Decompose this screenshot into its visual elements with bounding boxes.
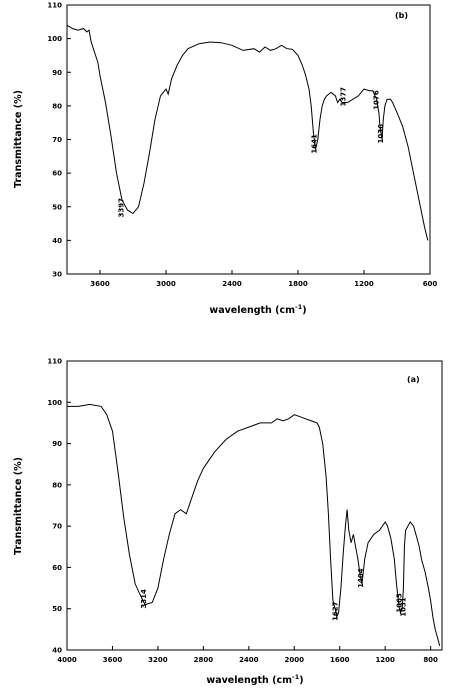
peak-label: 1627 <box>332 601 340 621</box>
x-axis-label-exponent: -1 <box>295 303 303 311</box>
x-axis-label-exponent: -1 <box>292 673 300 681</box>
y-tick-label: 70 <box>52 136 62 144</box>
peak-label: 1031 <box>399 597 407 617</box>
peak-label: 1076 <box>373 90 381 110</box>
x-tick-label: 1200 <box>375 656 395 664</box>
panel-label: (a) <box>407 375 420 384</box>
y-tick-label: 110 <box>47 358 62 366</box>
y-axis-label: Transmittance (%) <box>13 457 24 555</box>
y-tick-label: 80 <box>52 102 62 110</box>
y-tick-label: 110 <box>47 2 62 10</box>
x-tick-label: 2800 <box>194 656 214 664</box>
plot-area-frame <box>66 4 431 275</box>
panel-label: (b) <box>395 11 408 20</box>
y-tick-label: 40 <box>52 237 62 245</box>
peak-label: 1641 <box>311 134 319 154</box>
x-axis-label-main: wavelength (cm <box>209 305 295 316</box>
y-tick-label: 100 <box>47 399 62 407</box>
peak-label: 1036 <box>377 124 385 144</box>
x-tick-label: 2400 <box>239 656 259 664</box>
chart-panel-a: 4000 3600 3200 2800 2400 2000 1600 1200 800 40 50… <box>13 358 443 686</box>
y-tick-label: 100 <box>47 35 62 43</box>
spectrum-line <box>67 403 441 647</box>
x-tick-label: 2400 <box>222 280 242 288</box>
x-tick-label: 2000 <box>285 656 305 664</box>
x-axis-label-close: ) <box>299 675 303 686</box>
x-tick-label: 800 <box>423 656 438 664</box>
x-tick-label: 1600 <box>330 656 350 664</box>
x-axis-ticks: 3600 3000 2400 1800 1200 600 <box>90 270 437 288</box>
chart-panel-b: 3600 3000 2400 1800 1200 600 30 40 50 60 70 80 90 10… <box>13 2 437 317</box>
peak-annotations: 3397 1641 1377 1076 1036 <box>117 87 385 218</box>
y-tick-label: 80 <box>52 481 62 489</box>
y-axis-ticks: 40 50 60 70 80 90 100 110 <box>47 358 71 655</box>
y-tick-label: 70 <box>52 523 62 531</box>
x-axis-ticks: 4000 3600 3200 2800 2400 2000 1600 1200 800 <box>57 646 438 664</box>
peak-label: 1377 <box>340 87 348 107</box>
x-tick-label: 3600 <box>103 656 123 664</box>
y-tick-label: 40 <box>52 647 62 655</box>
peak-label: 3397 <box>117 198 125 218</box>
y-tick-label: 30 <box>52 271 62 279</box>
x-tick-label: 4000 <box>57 656 77 664</box>
x-tick-label: 3000 <box>156 280 176 288</box>
x-axis-label-close: ) <box>302 305 306 316</box>
y-axis-label: Transmittance (%) <box>13 90 24 188</box>
y-tick-label: 60 <box>52 170 62 178</box>
x-tick-label: 3600 <box>90 280 110 288</box>
spectrum-line <box>66 24 429 241</box>
y-axis-ticks: 30 40 50 60 70 80 90 100 110 <box>47 2 71 279</box>
peak-label: 3314 <box>140 589 148 609</box>
plot-area-frame <box>66 360 443 651</box>
y-tick-label: 50 <box>52 605 62 613</box>
peak-label: 1065 <box>396 593 404 613</box>
y-tick-label: 90 <box>52 440 62 448</box>
x-tick-label: 3200 <box>148 656 168 664</box>
peak-label: 1404 <box>357 568 365 588</box>
x-tick-label: 600 <box>423 280 438 288</box>
y-tick-label: 60 <box>52 564 62 572</box>
x-axis-label: wavelength (cm-1) <box>209 303 306 316</box>
x-axis-label-main: wavelength (cm <box>206 675 292 686</box>
x-axis-label: wavelength (cm-1) <box>206 673 303 686</box>
y-tick-label: 50 <box>52 203 62 211</box>
x-tick-label: 1800 <box>288 280 308 288</box>
x-tick-label: 1200 <box>354 280 374 288</box>
y-tick-label: 90 <box>52 69 62 77</box>
